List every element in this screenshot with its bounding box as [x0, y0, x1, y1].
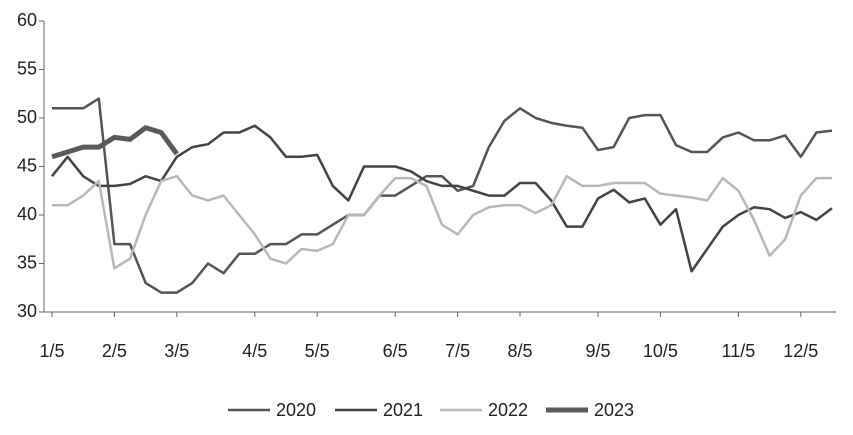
legend-label: 2022: [488, 400, 528, 420]
x-tick-label: 1/5: [39, 341, 64, 361]
x-tick-label: 11/5: [722, 341, 756, 361]
x-tick-label: 6/5: [383, 341, 408, 361]
x-tick-label: 9/5: [585, 341, 610, 361]
x-tick-label: 8/5: [507, 341, 532, 361]
x-tick-label: 7/5: [445, 341, 470, 361]
line-series: [51, 124, 833, 273]
y-tick-label: 50: [17, 107, 37, 127]
x-tick-label: 4/5: [242, 341, 267, 361]
y-tick-label: 30: [17, 301, 37, 321]
x-tick-label: 5/5: [305, 341, 330, 361]
y-tick-label: 45: [17, 155, 37, 175]
x-tick-label: 10/5: [643, 341, 678, 361]
line-series: [52, 97, 833, 294]
y-tick-label: 40: [17, 204, 37, 224]
y-tick-label: 60: [17, 10, 37, 30]
legend-label: 2021: [383, 400, 423, 420]
line-series: [51, 125, 179, 160]
legend-label: 2023: [594, 400, 634, 420]
y-tick-label: 35: [17, 252, 37, 272]
x-tick-label: 3/5: [164, 341, 189, 361]
legend-label: 2020: [276, 400, 316, 420]
y-tick-label: 55: [17, 58, 37, 78]
x-tick-label: 2/5: [102, 341, 127, 361]
x-tick-label: 12/5: [783, 341, 818, 361]
line-series: [52, 174, 832, 270]
